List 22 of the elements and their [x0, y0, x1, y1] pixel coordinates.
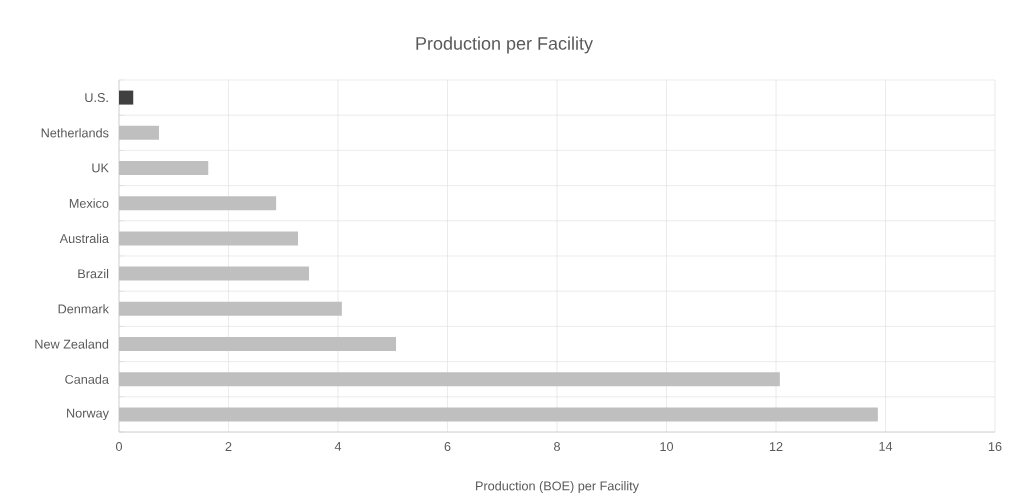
x-tick-label: 16 [988, 442, 1002, 452]
x-tick-label: 0 [115, 442, 123, 452]
y-tick-label: New Zealand [35, 339, 109, 349]
x-axis-title: Production (BOE) per Facility [476, 481, 639, 493]
x-tick-label: 6 [444, 442, 451, 452]
y-tick-label: U.S. [85, 93, 108, 103]
y-tick-label: Netherlands [41, 128, 109, 138]
x-tick-label: 4 [334, 442, 342, 451]
bar [119, 90, 134, 105]
x-tick-label: 12 [769, 442, 783, 451]
x-tick-label: 10 [660, 442, 674, 452]
y-tick-label: Mexico [69, 198, 109, 208]
y-tick-label: Canada [65, 374, 109, 384]
chart-title: Production per Facility [416, 36, 593, 54]
y-tick-label: Brazil [78, 268, 109, 279]
x-tick-label: 8 [554, 442, 560, 452]
y-tick-label: UK [92, 163, 109, 173]
x-tick-label: 14 [879, 442, 893, 451]
y-tick-label: Denmark [58, 304, 109, 314]
y-tick-label: Australia [59, 233, 109, 244]
y-tick-label: Norway [67, 408, 109, 421]
x-tick-label: 2 [225, 442, 232, 451]
